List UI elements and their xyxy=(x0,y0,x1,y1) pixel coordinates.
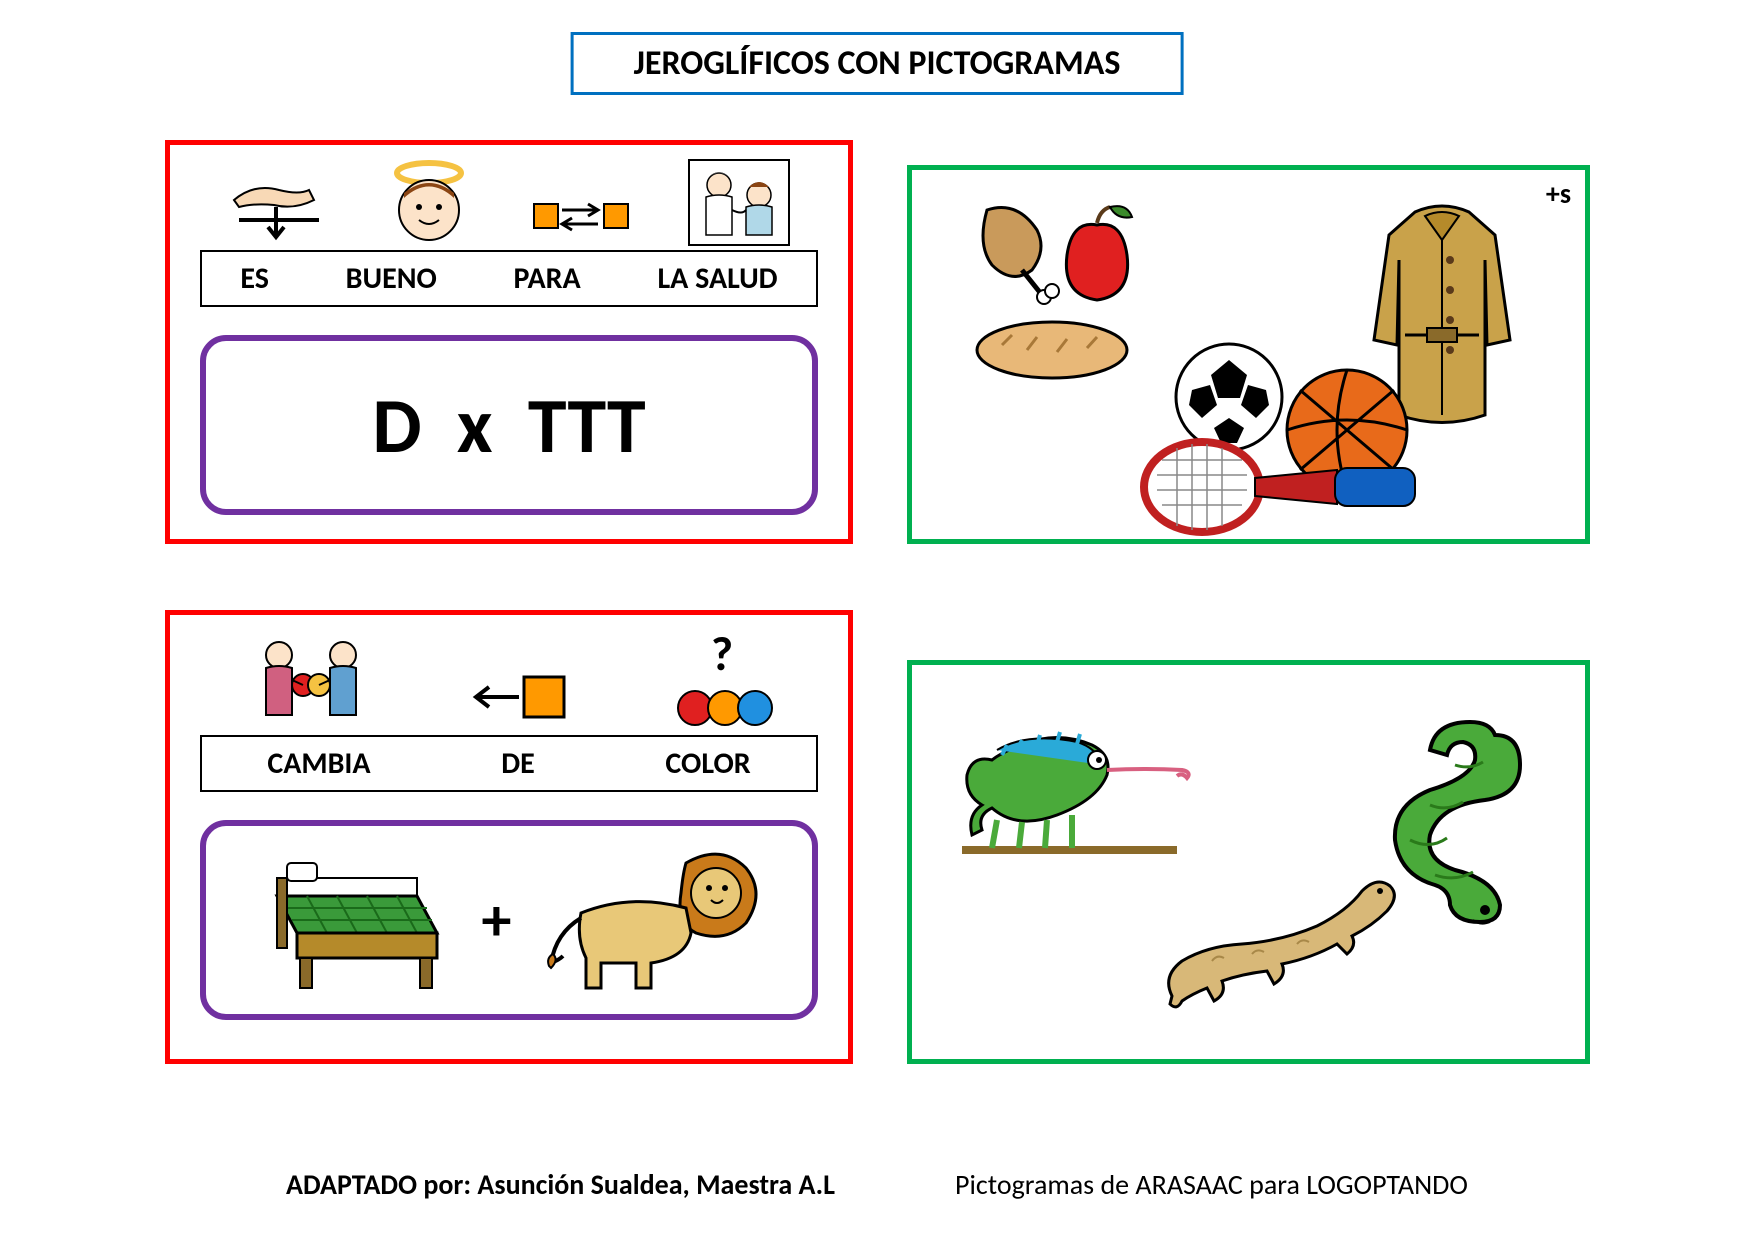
picto-row: ? xyxy=(170,615,848,735)
label: DE xyxy=(501,745,535,782)
footer-left: ADAPTADO por: Asunción Sualdea, Maestra … xyxy=(286,1167,835,1202)
exchange-icon xyxy=(241,630,381,735)
saint-icon xyxy=(382,155,477,250)
food-icon xyxy=(962,195,1172,385)
de-icon xyxy=(464,655,584,735)
options-panel-1: +s xyxy=(907,165,1590,544)
lion-icon xyxy=(541,838,766,1003)
label-row: CAMBIA DE COLOR xyxy=(200,735,818,792)
svg-text:?: ? xyxy=(711,630,733,683)
tennis-racket-icon xyxy=(1137,430,1427,545)
label-row: ES BUENO PARA LA SALUD xyxy=(200,250,818,307)
answer-text: D x TTT xyxy=(372,378,645,473)
color-icon: ? xyxy=(667,630,777,735)
puzzle-panel-2: ? CAMBIA DE COLOR + xyxy=(165,610,853,1064)
label: BUENO xyxy=(346,260,437,297)
lizard-icon xyxy=(1152,866,1407,1031)
footer-right: Pictogramas de ARASAAC para LOGOPTANDO xyxy=(955,1167,1468,1202)
health-icon xyxy=(684,155,794,250)
answer-box: + xyxy=(200,820,818,1020)
label: ES xyxy=(240,260,269,297)
label: LA SALUD xyxy=(657,260,777,297)
label: CAMBIA xyxy=(267,745,370,782)
bed-icon xyxy=(252,843,452,998)
label: COLOR xyxy=(665,745,750,782)
footer: ADAPTADO por: Asunción Sualdea, Maestra … xyxy=(0,1167,1754,1202)
options-panel-2 xyxy=(907,660,1590,1064)
drop-icon xyxy=(224,165,334,250)
para-icon xyxy=(526,180,636,250)
page-title: JEROGLÍFICOS CON PICTOGRAMAS xyxy=(571,32,1184,95)
plus-s-label: +s xyxy=(1546,176,1571,211)
answer-box: D x TTT xyxy=(200,335,818,515)
puzzle-panel-1: ES BUENO PARA LA SALUD D x TTT xyxy=(165,140,853,544)
label: PARA xyxy=(514,260,581,297)
picto-row xyxy=(170,145,848,250)
plus-operator: + xyxy=(482,884,512,957)
